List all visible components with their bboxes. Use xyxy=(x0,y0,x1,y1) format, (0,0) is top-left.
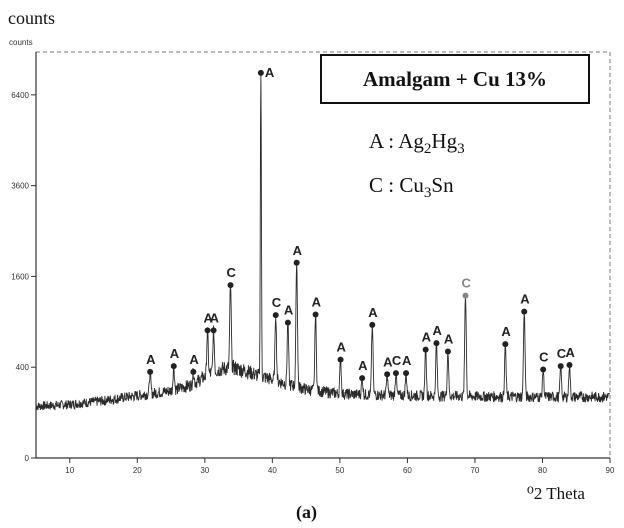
peak-label-10: A xyxy=(312,294,322,309)
y-tick-label-6400: 6400 xyxy=(11,91,29,100)
x-axis: 10 20 30 40 50 60 70 80 90 xyxy=(65,458,615,475)
peak-dot-24 xyxy=(557,363,564,370)
peak-dot-14 xyxy=(384,371,391,378)
peak-dot-11 xyxy=(337,356,344,363)
peak-label-3: A xyxy=(204,310,214,325)
peak-dot-22 xyxy=(521,308,528,315)
x-tick-label-80: 80 xyxy=(538,466,547,475)
peak-label-13: A xyxy=(368,305,378,320)
peak-label-24: C xyxy=(557,346,567,361)
peak-dot-2 xyxy=(190,368,197,375)
plot-frame xyxy=(35,51,611,459)
peak-dot-13 xyxy=(369,321,376,328)
y-tick-label-400: 400 xyxy=(16,363,30,372)
y-axis: 0 400 1600 3600 6400 xyxy=(11,91,36,463)
peak-dot-3 xyxy=(204,327,211,334)
peak-label-21: A xyxy=(501,324,511,339)
y-tick-label-0: 0 xyxy=(25,454,30,463)
peak-label-14: A xyxy=(383,354,393,369)
peak-dot-4 xyxy=(210,327,217,334)
x-tick-label-90: 90 xyxy=(606,466,615,475)
legend-entry-a: A : Ag2Hg3 xyxy=(369,129,465,158)
peak-label-20: C xyxy=(461,276,471,291)
y-tick-label-1600: 1600 xyxy=(11,272,29,281)
x-tick-label-10: 10 xyxy=(65,466,74,475)
peak-label-12: A xyxy=(358,358,368,373)
legend-entry-c: C : Cu3Sn xyxy=(369,173,454,202)
peak-label-2: A xyxy=(189,352,199,367)
peak-label-25: A xyxy=(565,345,575,360)
peak-label-9: A xyxy=(293,243,303,258)
peak-dot-9 xyxy=(293,259,300,266)
peak-label-22: A xyxy=(520,292,530,307)
peak-label-18: A xyxy=(432,323,442,338)
diffraction-trace xyxy=(35,72,610,411)
peak-dot-20 xyxy=(462,292,469,299)
peak-dot-7 xyxy=(272,312,279,319)
peak-label-4: A xyxy=(210,310,220,325)
peak-label-8: A xyxy=(284,303,294,318)
peak-dot-10 xyxy=(312,311,319,318)
peak-dot-25 xyxy=(566,361,573,368)
peak-label-23: C xyxy=(539,350,549,365)
peak-dot-18 xyxy=(433,340,440,347)
peak-dot-19 xyxy=(444,348,451,355)
x-tick-label-70: 70 xyxy=(470,466,479,475)
peak-label-1: A xyxy=(170,346,180,361)
x-tick-label-50: 50 xyxy=(335,466,344,475)
peak-dot-8 xyxy=(284,319,291,326)
peak-dot-6 xyxy=(257,69,264,76)
x-tick-label-30: 30 xyxy=(200,466,209,475)
peak-dot-12 xyxy=(359,375,366,382)
y-tick-label-3600: 3600 xyxy=(11,182,29,191)
peak-label-7: C xyxy=(272,295,282,310)
y-axis-title: counts xyxy=(8,8,55,28)
peak-dot-17 xyxy=(422,346,429,353)
peak-label-6: A xyxy=(265,65,275,80)
peak-dot-15 xyxy=(392,370,399,377)
inner-counts-label: counts xyxy=(9,38,33,47)
x-tick-label-60: 60 xyxy=(403,466,412,475)
peak-label-17: A xyxy=(422,330,432,345)
peak-label-5: C xyxy=(226,265,236,280)
x-tick-label-20: 20 xyxy=(133,466,142,475)
peak-label-11: A xyxy=(337,340,347,355)
sample-title-box: Amalgam + Cu 13% xyxy=(320,54,590,104)
peak-label-19: A xyxy=(444,332,454,347)
peak-dot-5 xyxy=(227,282,234,289)
peak-dot-0 xyxy=(147,368,154,375)
peak-label-0: A xyxy=(146,352,156,367)
sample-title: Amalgam + Cu 13% xyxy=(362,66,548,91)
x-tick-label-40: 40 xyxy=(268,466,277,475)
peak-dot-23 xyxy=(540,366,547,373)
x-axis-title: ⁰2 Theta xyxy=(527,484,585,503)
peak-label-15: C xyxy=(392,353,402,368)
figure-caption: (a) xyxy=(296,502,317,522)
peak-label-16: A xyxy=(402,353,412,368)
peak-dot-1 xyxy=(170,363,177,370)
peak-dot-21 xyxy=(502,341,509,348)
diffraction-line xyxy=(35,72,610,411)
peak-dot-16 xyxy=(403,370,410,377)
